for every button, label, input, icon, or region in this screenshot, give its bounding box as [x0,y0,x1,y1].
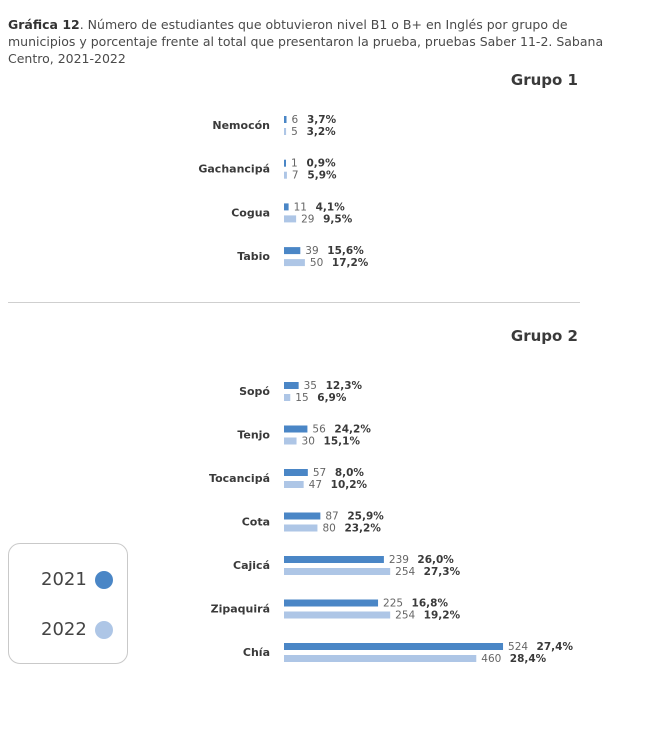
chart-caption: Gráfica 12. Número de estudiantes que ob… [8,16,608,67]
bar-cota-2021 [284,512,321,520]
percent-label-tenjo-2021: 24,2% [334,424,371,436]
value-label-nemocon-2022: 5 [291,126,298,138]
percent-label-tenjo-2022: 15,1% [324,436,361,448]
bar-cota-2022 [284,524,318,532]
percent-label-cogua-2022: 9,5% [323,213,353,225]
category-label-tabio: Tabio [237,250,270,263]
percent-label-cajica-2022: 27,3% [424,566,461,578]
value-label-tocancipa-2022: 47 [309,479,322,491]
percent-label-zipaquira-2021: 16,8% [412,598,449,610]
bar-cajica-2022 [284,568,391,575]
category-label-cajica: Cajicá [233,559,270,572]
bar-nemocon-2021 [284,116,287,123]
value-label-zipaquira-2021: 225 [383,598,403,610]
legend-dot-2021 [95,570,113,589]
percent-label-cajica-2021: 26,0% [417,554,454,566]
percent-label-tocancipa-2021: 8,0% [335,467,365,479]
legend-label-2022: 2022 [41,619,87,640]
category-label-cogua: Cogua [231,206,270,219]
bar-cogua-2022 [284,215,297,223]
percent-label-cota-2022: 23,2% [344,523,381,535]
category-label-nemocon: Nemocón [212,119,270,132]
group-1-title: Grupo 1 [510,71,578,89]
legend: 2021 2022 [8,543,128,664]
category-label-chia: Chía [243,646,270,659]
bar-tabio-2021 [284,247,301,255]
percent-label-gachancipa-2022: 5,9% [307,170,337,182]
bar-tocancipa-2022 [284,481,304,488]
value-label-zipaquira-2022: 254 [395,610,415,622]
legend-label-2021: 2021 [41,569,87,590]
bar-sopo-2022 [284,394,291,401]
percent-label-nemocon-2021: 3,7% [307,114,337,126]
bar-tabio-2022 [284,259,305,267]
percent-label-tabio-2022: 17,2% [332,257,369,269]
bar-chia-2022 [284,655,477,662]
group-2-title: Grupo 2 [510,327,578,345]
percent-label-tabio-2021: 15,6% [327,245,364,257]
value-label-tenjo-2021: 56 [312,424,326,436]
bar-tenjo-2022 [284,437,297,445]
value-label-sopo-2022: 15 [295,392,308,404]
legend-item-2021: 2021 [41,569,113,590]
value-label-gachancipa-2022: 7 [292,170,299,182]
percent-label-chia-2021: 27,4% [537,641,574,653]
value-label-cajica-2022: 254 [395,566,415,578]
percent-label-zipaquira-2022: 19,2% [424,610,461,622]
bar-cogua-2021 [284,203,289,211]
bar-gachancipa-2021 [284,159,286,167]
percent-label-gachancipa-2021: 0,9% [307,158,337,170]
bar-sopo-2021 [284,382,299,389]
bar-zipaquira-2022 [284,611,391,619]
category-label-tocancipa: Tocancipá [209,472,270,485]
legend-dot-2022 [95,620,113,639]
bar-tocancipa-2021 [284,469,308,476]
percent-label-sopo-2021: 12,3% [326,380,363,392]
value-label-gachancipa-2021: 1 [291,158,298,170]
bar-tenjo-2021 [284,425,308,433]
value-label-chia-2021: 524 [508,641,528,653]
category-label-zipaquira: Zipaquirá [211,603,270,616]
category-label-cota: Cota [242,516,270,529]
bar-cajica-2021 [284,556,384,563]
value-label-cota-2022: 80 [322,523,335,535]
percent-label-cogua-2021: 4,1% [316,201,346,213]
value-label-tenjo-2022: 30 [302,436,315,448]
percent-label-tocancipa-2022: 10,2% [331,479,368,491]
percent-label-sopo-2022: 6,9% [317,392,347,404]
value-label-tocancipa-2021: 57 [313,467,326,479]
caption-lead: Gráfica 12 [8,17,80,32]
category-label-tenjo: Tenjo [237,429,270,442]
value-label-nemocon-2021: 6 [292,114,299,126]
group-divider [8,302,580,303]
value-label-cota-2021: 87 [325,511,338,523]
value-label-cogua-2021: 11 [294,201,307,213]
percent-label-nemocon-2022: 3,2% [307,126,337,138]
value-label-chia-2022: 460 [481,653,501,665]
value-label-cajica-2021: 239 [389,554,409,566]
percent-label-chia-2022: 28,4% [510,653,547,665]
bar-zipaquira-2021 [284,599,379,607]
value-label-cogua-2022: 29 [301,213,314,225]
value-label-tabio-2022: 50 [310,257,323,269]
category-label-sopo: Sopó [239,385,270,398]
bar-gachancipa-2022 [284,171,287,179]
bar-chia-2021 [284,643,504,650]
bar-nemocon-2022 [284,128,287,135]
caption-text: . Número de estudiantes que obtuvieron n… [8,17,604,66]
value-label-sopo-2021: 35 [304,380,317,392]
legend-item-2022: 2022 [41,619,113,640]
value-label-tabio-2021: 39 [305,245,318,257]
category-label-gachancipa: Gachancipá [198,163,270,176]
percent-label-cota-2021: 25,9% [347,511,384,523]
